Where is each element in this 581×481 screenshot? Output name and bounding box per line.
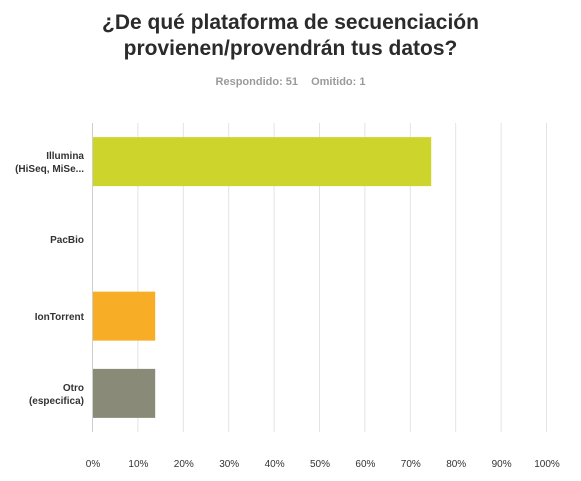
category-label: Illumina (HiSeq, MiSe... — [15, 151, 84, 175]
x-tick-label: 60% — [355, 459, 375, 470]
category-label-line: PacBio — [50, 235, 84, 246]
category-label-line: IonTorrent — [35, 312, 85, 323]
response-stats: Respondido: 51 Omitido: 1 — [0, 76, 581, 88]
x-tick-label: 70% — [401, 459, 421, 470]
x-tick-label: 40% — [265, 459, 285, 470]
chart-title-line-1: ¿De qué plataforma de secuenciación — [102, 11, 479, 34]
bar[interactable] — [93, 137, 432, 187]
chart-title-line-2: provienen/provendrán tus datos? — [123, 37, 458, 60]
x-tick-label: 90% — [492, 459, 512, 470]
x-tick-label: 0% — [86, 459, 101, 470]
category-label: Otro (especifica) — [29, 383, 84, 407]
skipped-count: Omitido: 1 — [311, 76, 366, 88]
category-label-line: Illumina — [46, 151, 84, 162]
x-tick-label: 30% — [219, 459, 239, 470]
category-label: PacBio — [50, 235, 84, 246]
answered-count: Respondido: 51 — [215, 76, 299, 88]
category-label: IonTorrent — [35, 312, 85, 323]
x-tick-label: 20% — [174, 459, 194, 470]
category-label-line: Otro — [63, 383, 84, 394]
category-label-line: (especifica) — [29, 396, 84, 407]
chart-title: ¿De qué plataforma de secuenciación prov… — [0, 10, 581, 62]
x-tick-label: 80% — [446, 459, 466, 470]
category-label-line: (HiSeq, MiSe... — [15, 164, 84, 175]
x-tick-label: 50% — [310, 459, 330, 470]
bar[interactable] — [93, 291, 156, 341]
x-tick-label: 10% — [128, 459, 148, 470]
bar[interactable] — [93, 368, 156, 418]
x-tick-label: 100% — [534, 459, 560, 470]
